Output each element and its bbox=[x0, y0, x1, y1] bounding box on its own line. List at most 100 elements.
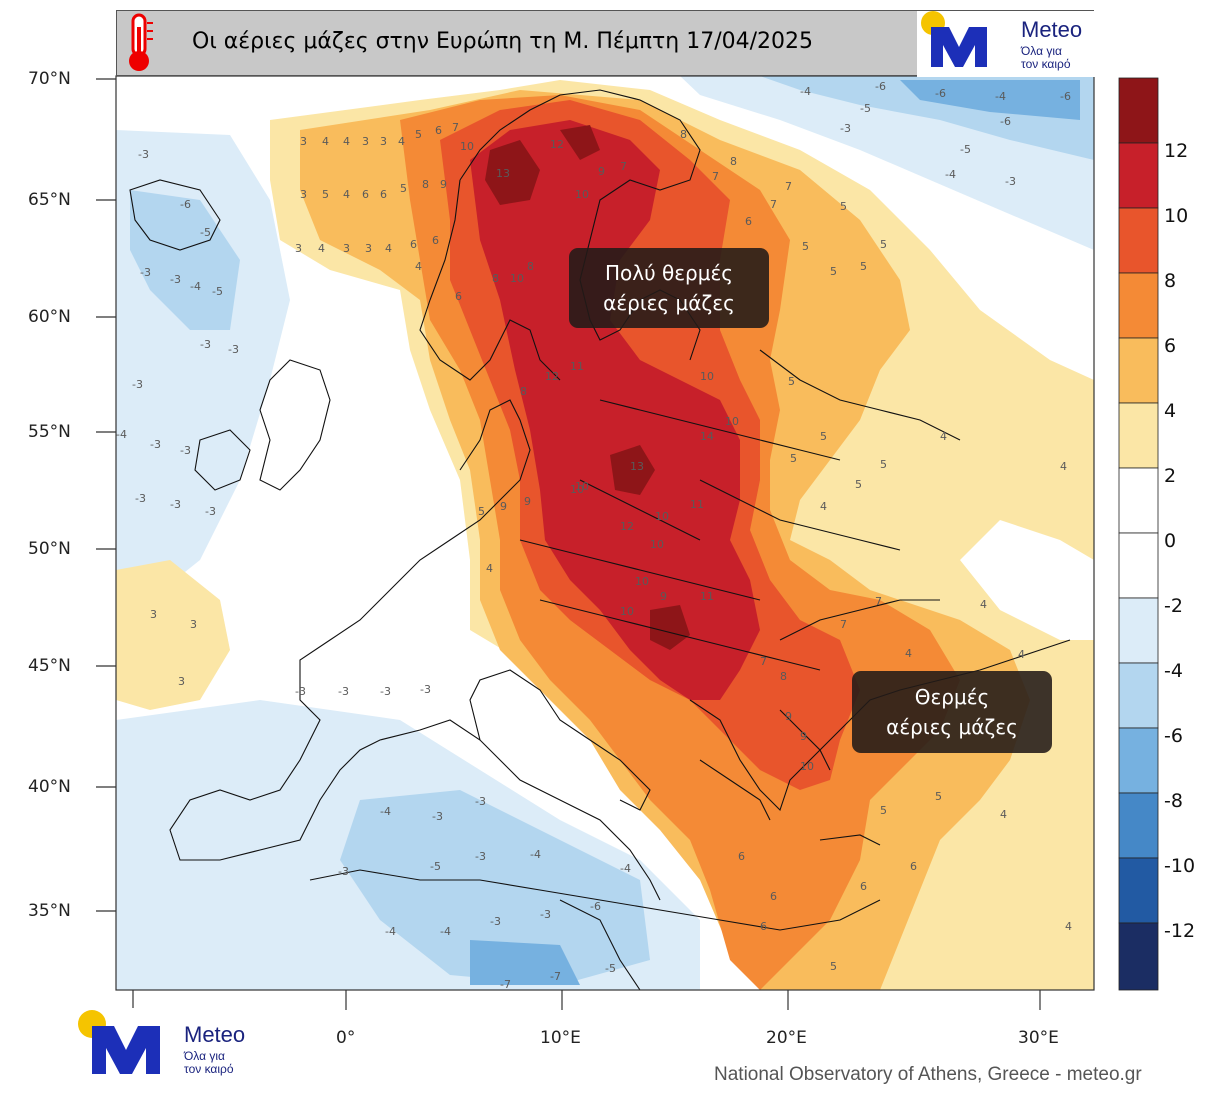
svg-text:3: 3 bbox=[343, 242, 350, 255]
svg-text:4: 4 bbox=[940, 430, 947, 443]
svg-text:5: 5 bbox=[855, 478, 862, 491]
colorbar bbox=[1118, 77, 1159, 991]
svg-text:7: 7 bbox=[770, 198, 777, 211]
lon-label: 0° bbox=[336, 1028, 356, 1048]
colorbar-swatch-10-12 bbox=[1118, 142, 1159, 209]
brand-name: Meteo bbox=[1021, 17, 1083, 42]
svg-text:6: 6 bbox=[432, 234, 439, 247]
svg-text:6: 6 bbox=[410, 238, 417, 251]
colorbar-swatch-m6-m4 bbox=[1118, 662, 1159, 729]
svg-text:-5: -5 bbox=[430, 860, 441, 873]
svg-text:-6: -6 bbox=[1060, 90, 1071, 103]
svg-text:10: 10 bbox=[635, 575, 649, 588]
svg-text:7: 7 bbox=[785, 180, 792, 193]
svg-text:4: 4 bbox=[1065, 920, 1072, 933]
svg-text:5: 5 bbox=[880, 458, 887, 471]
svg-text:3: 3 bbox=[300, 135, 307, 148]
svg-text:3: 3 bbox=[150, 608, 157, 621]
lon-label: 10°E bbox=[540, 1028, 581, 1048]
svg-text:4: 4 bbox=[486, 562, 493, 575]
svg-text:8: 8 bbox=[780, 670, 787, 683]
svg-text:11: 11 bbox=[700, 590, 714, 603]
colorbar-label: 4 bbox=[1164, 400, 1177, 422]
credit-text: National Observatory of Athens, Greece -… bbox=[714, 1064, 1142, 1085]
svg-text:-3: -3 bbox=[420, 683, 431, 696]
svg-text:5: 5 bbox=[830, 960, 837, 973]
svg-text:5: 5 bbox=[478, 505, 485, 518]
svg-text:-5: -5 bbox=[860, 102, 871, 115]
svg-text:4: 4 bbox=[1018, 648, 1025, 661]
svg-text:10: 10 bbox=[620, 605, 634, 618]
svg-text:8: 8 bbox=[520, 385, 527, 398]
svg-text:9: 9 bbox=[440, 178, 447, 191]
svg-text:12: 12 bbox=[550, 138, 564, 151]
svg-text:10: 10 bbox=[510, 272, 524, 285]
svg-text:6: 6 bbox=[455, 290, 462, 303]
brand-name: Meteo bbox=[184, 1022, 246, 1047]
callout-very-warm: Πολύ θερμές αέριες μάζες bbox=[569, 248, 769, 328]
svg-text:-5: -5 bbox=[960, 143, 971, 156]
svg-text:5: 5 bbox=[788, 375, 795, 388]
brand-tagline-2: τον καιρό bbox=[184, 1062, 234, 1076]
svg-text:-3: -3 bbox=[138, 148, 149, 161]
svg-text:10: 10 bbox=[570, 483, 584, 496]
svg-text:10: 10 bbox=[725, 415, 739, 428]
meteo-logo-icon bbox=[78, 1010, 160, 1074]
lat-label: 40°N bbox=[28, 777, 71, 797]
colorbar-swatch-4-6 bbox=[1118, 337, 1159, 404]
colorbar-swatch-2-4 bbox=[1118, 402, 1159, 469]
svg-text:9: 9 bbox=[660, 590, 667, 603]
svg-text:6: 6 bbox=[860, 880, 867, 893]
svg-text:-4: -4 bbox=[995, 90, 1006, 103]
page-title: Οι αέριες μάζες στην Ευρώπη τη Μ. Πέμπτη… bbox=[192, 29, 814, 54]
svg-text:-5: -5 bbox=[200, 226, 211, 239]
svg-text:-4: -4 bbox=[440, 925, 451, 938]
svg-text:-4: -4 bbox=[380, 805, 391, 818]
svg-text:4: 4 bbox=[415, 260, 422, 273]
svg-text:-3: -3 bbox=[150, 438, 161, 451]
colorbar-label: -12 bbox=[1164, 920, 1196, 942]
svg-text:10: 10 bbox=[650, 538, 664, 551]
svg-text:9: 9 bbox=[785, 710, 792, 723]
lat-label: 70°N bbox=[28, 69, 71, 89]
svg-text:8: 8 bbox=[730, 155, 737, 168]
svg-text:-4: -4 bbox=[800, 85, 811, 98]
colorbar-label: 2 bbox=[1164, 465, 1177, 487]
svg-text:11: 11 bbox=[570, 360, 584, 373]
colorbar-label: 8 bbox=[1164, 270, 1177, 292]
colorbar-swatch-gt12 bbox=[1118, 77, 1159, 144]
svg-text:-3: -3 bbox=[135, 492, 146, 505]
svg-text:-6: -6 bbox=[935, 87, 946, 100]
colorbar-label: 12 bbox=[1164, 140, 1189, 162]
meteo-logo-icon bbox=[921, 11, 987, 67]
svg-text:-4: -4 bbox=[530, 848, 541, 861]
lat-label: 35°N bbox=[28, 901, 71, 921]
svg-text:4: 4 bbox=[385, 242, 392, 255]
svg-text:-3: -3 bbox=[180, 444, 191, 457]
svg-text:-3: -3 bbox=[200, 338, 211, 351]
brand-tagline-1: Όλα για bbox=[1021, 44, 1062, 58]
svg-text:-3: -3 bbox=[132, 378, 143, 391]
brand-tagline-1: Όλα για bbox=[184, 1049, 225, 1063]
colorbar-swatch-6-8 bbox=[1118, 272, 1159, 339]
svg-text:12: 12 bbox=[620, 520, 634, 533]
svg-text:3: 3 bbox=[362, 135, 369, 148]
svg-text:5: 5 bbox=[820, 430, 827, 443]
map-frame bbox=[115, 75, 1095, 991]
svg-text:4: 4 bbox=[980, 598, 987, 611]
callout-warm-line2: αέριες μάζες bbox=[886, 715, 1018, 739]
svg-text:3: 3 bbox=[295, 242, 302, 255]
svg-text:3: 3 bbox=[190, 618, 197, 631]
svg-text:6: 6 bbox=[745, 215, 752, 228]
svg-text:10: 10 bbox=[460, 140, 474, 153]
svg-text:-6: -6 bbox=[875, 80, 886, 93]
svg-text:6: 6 bbox=[770, 890, 777, 903]
svg-text:13: 13 bbox=[630, 460, 644, 473]
svg-text:3: 3 bbox=[365, 242, 372, 255]
svg-text:3: 3 bbox=[178, 675, 185, 688]
colorbar-label: 0 bbox=[1164, 530, 1177, 552]
callout-warm: Θερμές αέριες μάζες bbox=[852, 671, 1052, 753]
svg-text:11: 11 bbox=[690, 498, 704, 511]
svg-text:-3: -3 bbox=[540, 908, 551, 921]
